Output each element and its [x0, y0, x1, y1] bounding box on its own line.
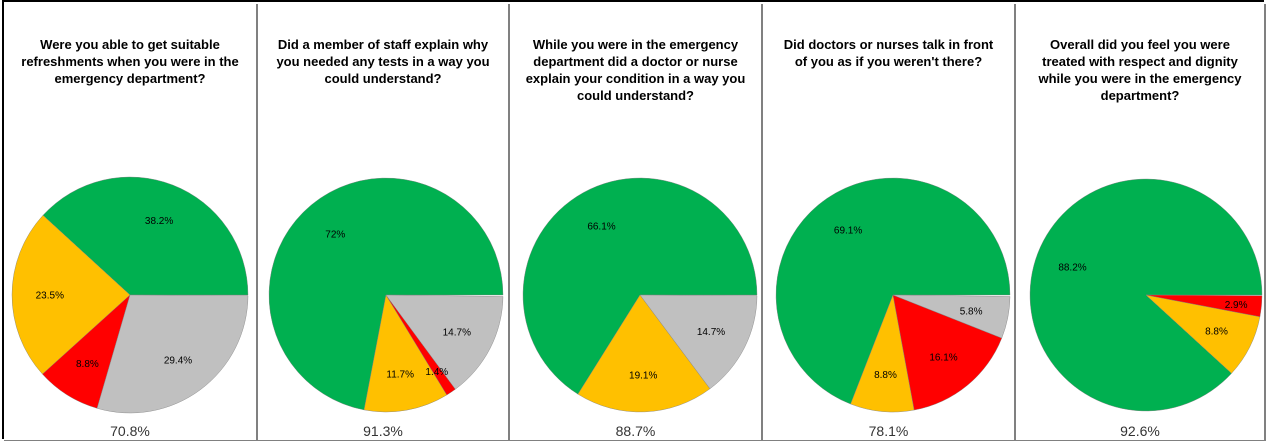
slice-label-0: 88.2%	[1058, 262, 1086, 273]
panel-score: 91.3%	[363, 423, 403, 439]
pie-chart: 38.2% 23.5% 8.8% 29.4%	[11, 176, 249, 414]
slice-label-2: 14.7%	[697, 327, 725, 338]
slice-label-1: 11.7%	[386, 369, 414, 380]
pie-chart: 72% 11.7% 1.4% 14.7%	[268, 177, 504, 413]
slice-label-1: 23.5%	[36, 291, 64, 302]
slice-label-0: 72%	[325, 230, 345, 241]
pie-slice-0	[522, 177, 758, 395]
panel-title: While you were in the emergency departme…	[525, 37, 746, 103]
pie-slice-1	[11, 215, 131, 375]
pie-slice-2	[892, 294, 1003, 411]
pie-chart: 69.1% 8.8% 16.1% 5.8%	[775, 177, 1011, 413]
slice-label-3: 29.4%	[164, 355, 192, 366]
slice-label-2: 8.8%	[76, 359, 99, 370]
pie-panel-condition-explained: While you were in the emergency departme…	[510, 4, 763, 441]
pie-panel-tests-explained: Did a member of staff explain why you ne…	[258, 4, 510, 441]
pie-slice-1	[577, 294, 711, 413]
pie-panel-refreshments: Were you able to get suitable refreshmen…	[4, 4, 258, 441]
pie-slice-3	[96, 294, 249, 414]
slice-label-1: 19.1%	[629, 371, 657, 382]
slice-label-0: 69.1%	[834, 225, 862, 236]
pie-slice-0	[42, 176, 249, 296]
pie-slice-0	[775, 177, 1011, 405]
slice-label-3: 5.8%	[960, 306, 983, 317]
slice-label-3: 14.7%	[443, 327, 471, 338]
slice-label-2: 2.9%	[1225, 300, 1248, 311]
pie-slice-3	[385, 294, 504, 390]
panel-score: 70.8%	[110, 423, 150, 439]
panel-score: 78.1%	[868, 423, 909, 439]
panel-title: Did a member of staff explain why you ne…	[276, 37, 490, 86]
slice-label-0: 66.1%	[587, 221, 615, 232]
pie-slice-2	[1145, 294, 1263, 317]
panel-title: Did doctors or nurses talk in front of y…	[783, 37, 994, 69]
pie-slice-1	[363, 294, 448, 413]
pie-chart: 88.2% 8.8% 2.9%	[1029, 178, 1263, 412]
pie-chart: 66.1% 19.1% 14.7%	[522, 177, 758, 413]
panel-title: Were you able to get suitable refreshmen…	[21, 37, 239, 86]
slice-label-0: 38.2%	[145, 216, 173, 227]
pie-panel-respect-dignity: Overall did you feel you were treated wi…	[1016, 4, 1266, 441]
slice-label-2: 16.1%	[929, 353, 957, 364]
slice-label-2: 1.4%	[425, 367, 448, 378]
panel-score: 88.7%	[615, 423, 656, 439]
panel-title: Overall did you feel you were treated wi…	[1038, 37, 1242, 103]
pie-slice-2	[639, 294, 758, 390]
pie-slice-3	[892, 294, 1011, 339]
pie-panel-talk-in-front: Did doctors or nurses talk in front of y…	[763, 4, 1016, 441]
slice-label-1: 8.8%	[874, 370, 897, 381]
pie-slice-0	[268, 177, 504, 411]
slice-label-1: 8.8%	[1205, 326, 1228, 337]
panel-score: 92.6%	[1120, 423, 1160, 439]
